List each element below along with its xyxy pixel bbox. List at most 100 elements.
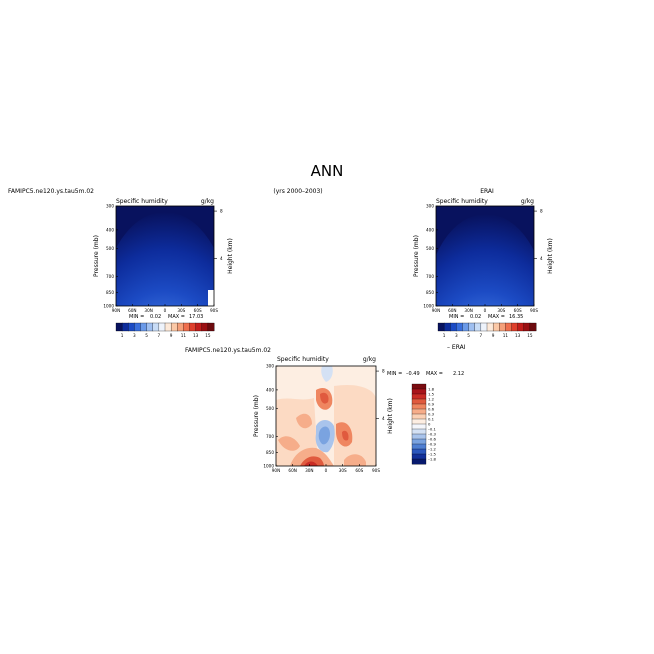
model-panel-title: Specific humidity <box>116 198 168 205</box>
obs-colorbar-swatch <box>480 322 488 332</box>
model-min-value: 0.02 <box>150 314 161 320</box>
obs-max-label: MAX = <box>488 314 505 320</box>
model-colorbar-swatch <box>115 322 123 332</box>
obs-colorbar-label: 11 <box>503 333 509 338</box>
obs-min-label: MIN = <box>449 314 464 320</box>
model-min-label: MIN = <box>129 314 144 320</box>
diff-colorbar-label: 1.5 <box>428 391 435 396</box>
diff-colorbar-swatch <box>411 448 427 455</box>
model-colorbar-swatch <box>189 322 197 332</box>
diff-colorbar-swatch <box>411 438 427 445</box>
model-y-tick-label: 1000 <box>103 304 114 309</box>
obs-colorbar-swatch <box>492 322 500 332</box>
diff-colorbar-swatch <box>411 433 427 440</box>
model-colorbar-swatch <box>146 322 154 332</box>
obs-x-tick-label: 90N <box>432 308 440 313</box>
obs-panel: Specific humidity g/kg 90N 60N 30N 0 30S 60S 9… <box>413 198 554 338</box>
diff-colorbar-swatch <box>411 453 427 460</box>
obs-colorbar-swatch <box>468 322 476 332</box>
diff-panel-title: Specific humidity <box>277 356 329 363</box>
diff-max-value: 2.12 <box>453 371 464 377</box>
model-x-tick-label: 90N <box>112 308 120 313</box>
figure-title: ANN <box>311 162 344 180</box>
model-y-tick-right-label: 4 <box>220 256 223 261</box>
model-y-tick-label: 400 <box>106 227 114 232</box>
obs-colorbar-swatch <box>474 322 482 332</box>
diff-colorbar-label: –1.2 <box>428 446 437 451</box>
diff-colorbar-swatch <box>411 443 427 450</box>
diff-colorbar-swatch <box>411 383 427 390</box>
model-colorbar-label: 5 <box>145 333 148 338</box>
diff-colorbar-swatch <box>411 418 427 425</box>
diff-x-tick-label: 90S <box>372 468 380 473</box>
model-y-tick-label: 850 <box>106 290 114 295</box>
obs-colorbar-swatch <box>462 322 470 332</box>
diff-colorbar-swatch <box>411 393 427 400</box>
model-panel-units: g/kg <box>201 198 214 205</box>
obs-y-tick-label: 400 <box>426 227 434 232</box>
obs-colorbar-label: 1 <box>443 333 446 338</box>
obs-x-tick-label: 30S <box>497 308 505 313</box>
model-colorbar-swatch <box>121 322 129 332</box>
model-y-tick-label: 300 <box>106 204 114 209</box>
diff-field <box>276 366 376 466</box>
model-colorbar-swatch <box>201 322 209 332</box>
obs-colorbar-label: 9 <box>492 333 495 338</box>
diff-colorbar-label: –0.9 <box>428 441 437 446</box>
diff-y-ticks: 1000 850 700 500 400 300 <box>263 364 278 469</box>
model-colorbar-label: 11 <box>181 333 187 338</box>
obs-x-tick-label: 30N <box>464 308 472 313</box>
obs-y-ticks: 1000 850 700 500 400 300 <box>423 204 438 309</box>
diff-x-tick-label: 30S <box>339 468 347 473</box>
diff-min-label: MIN = <box>387 371 402 377</box>
diff-colorbar-swatch <box>411 423 427 430</box>
model-ylabel-right: Height (km) <box>227 238 234 274</box>
obs-colorbar-label: 15 <box>527 333 533 338</box>
diff-x-tick-label: 90N <box>272 468 280 473</box>
diff-colorbar-label: –1.8 <box>428 456 437 461</box>
obs-x-tick-label: 60N <box>448 308 456 313</box>
obs-y-tick-label: 700 <box>426 274 434 279</box>
model-x-tick-label: 60N <box>128 308 136 313</box>
model-colorbar-swatch <box>177 322 184 332</box>
diff-colorbar-label: 0.1 <box>428 416 435 421</box>
obs-colorbar-swatch <box>529 322 537 332</box>
obs-colorbar-swatch <box>511 322 519 332</box>
obs-colorbar-swatch <box>456 322 463 332</box>
model-colorbar-swatch <box>152 322 160 332</box>
model-colorbar-swatch <box>140 322 148 332</box>
model-colorbar-label: 9 <box>170 333 173 338</box>
obs-colorbar-swatch <box>443 322 451 332</box>
obs-colorbar-swatch <box>450 322 457 332</box>
diff-max-label: MAX = <box>426 371 443 377</box>
model-y-tick-label: 500 <box>106 246 114 251</box>
model-colorbar-swatch <box>170 322 178 332</box>
model-colorbar-label: 3 <box>133 333 136 338</box>
model-colorbar-label: 7 <box>158 333 161 338</box>
diff-colorbar-swatch <box>411 458 427 465</box>
diff-y-ticks-right: 48 <box>376 369 385 421</box>
obs-colorbar-label: 5 <box>467 333 470 338</box>
diff-colorbar-label: –0.6 <box>428 436 437 441</box>
obs-ylabel-right: Height (km) <box>547 238 554 274</box>
model-max-value: 17.03 <box>189 314 203 320</box>
model-field <box>116 206 214 306</box>
diff-y-tick-right-label: 4 <box>382 416 385 421</box>
diff-colorbar-label: –0.3 <box>428 431 437 436</box>
diff-x-tick-label: 0 <box>325 468 328 473</box>
obs-max-value: 16.35 <box>509 314 523 320</box>
diff-colorbar-label: 1.8 <box>428 386 435 391</box>
model-y-ticks-right: 48 <box>214 209 223 261</box>
model-colorbar-swatch <box>195 322 203 332</box>
obs-y-tick-label: 1000 <box>423 304 434 309</box>
obs-colorbar-label: 13 <box>515 333 521 338</box>
obs-panel-title: Specific humidity <box>436 198 488 205</box>
case-label: FAMIPC5.ne120.ys.tau5m.02 <box>8 188 94 195</box>
obs-colorbar-swatch <box>505 322 512 332</box>
diff-colorbar-swatch <box>411 398 427 405</box>
model-colorbar-swatch <box>207 322 215 332</box>
model-panel: Specific humidity g/kg 90N 60N 30N 0 30S 60S 9… <box>93 198 234 338</box>
diff-colorbar-swatch <box>411 413 427 420</box>
diff-y-tick-label: 400 <box>266 387 274 392</box>
